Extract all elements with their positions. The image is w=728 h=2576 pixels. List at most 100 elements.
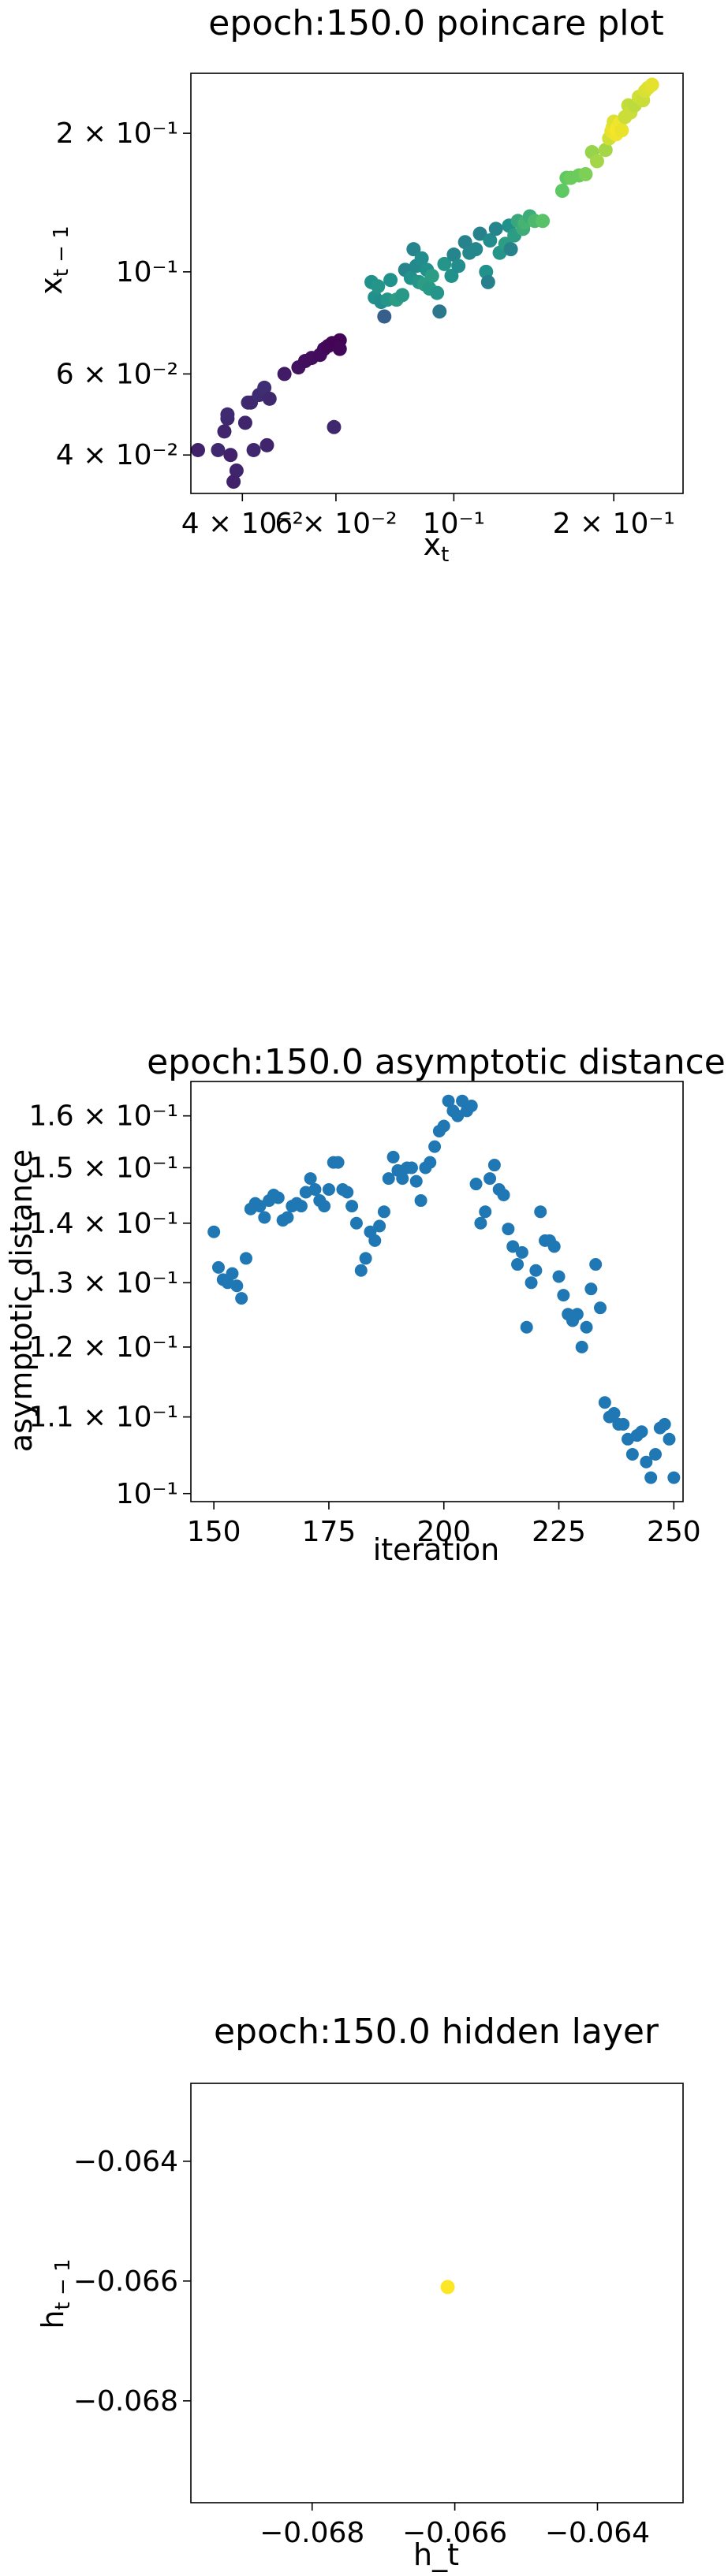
asymptotic-distance-point <box>520 1320 533 1334</box>
asymptotic-distance-point <box>497 1188 510 1201</box>
asymptotic-distance-point <box>584 1282 598 1296</box>
asymptotic-distance-point <box>341 1186 354 1199</box>
asymptotic-distance-point <box>368 1234 382 1247</box>
poincare-xtick-label: 10⁻¹ <box>423 508 485 540</box>
asymptotic-distance-point <box>373 1219 386 1233</box>
asymptotic-distance-point <box>451 1109 465 1122</box>
asymptotic-distance-point <box>552 1270 566 1283</box>
asymptotic-distance-ticks: 150 175 200 225 250 10⁻¹ 1.1 × 10⁻¹ 1.2 × 10⁻¹ 1… <box>28 1100 700 1548</box>
asymptotic-distance-ylabel: asymptotic distance <box>4 1149 39 1452</box>
hidden-layer-ticks: −0.068 −0.066 −0.064 −0.064 −0.066 −0.068 <box>73 2146 650 2549</box>
asymptotic-distance-point <box>253 1200 267 1213</box>
asymptotic-distance-point <box>331 1156 345 1169</box>
poincare-point <box>414 251 429 266</box>
asymptotic-distance-point <box>349 1216 363 1230</box>
asymptotic-distance-point <box>239 1252 252 1265</box>
asymptotic-distance-ytick-label: 10⁻¹ <box>116 1478 178 1510</box>
asymptotic-distance-xtick-label: 250 <box>647 1516 701 1548</box>
asymptotic-distance-point <box>575 1340 588 1353</box>
asymptotic-distance-xlabel: iteration <box>373 1532 500 1567</box>
poincare-point <box>457 235 472 250</box>
asymptotic-distance-xtick-label: 225 <box>532 1516 586 1548</box>
asymptotic-distance-point <box>359 1252 372 1265</box>
poincare-point <box>503 242 518 257</box>
poincare-point <box>262 391 277 406</box>
asymptotic-distance-point <box>635 1425 648 1439</box>
asymptotic-distance-xtick-label: 175 <box>302 1516 357 1548</box>
poincare-point <box>191 442 206 457</box>
poincare-point <box>257 380 272 395</box>
hidden-layer-chart: epoch:150.0 hidden layer h_t ht − 1 −0.0… <box>35 2012 684 2572</box>
hidden-layer-frame <box>190 2083 684 2503</box>
poincare-plot-frame <box>190 73 684 494</box>
asymptotic-distance-point <box>534 1205 547 1219</box>
asymptotic-distance-point <box>442 1094 455 1107</box>
asymptotic-distance-xtick-label: 150 <box>187 1516 241 1548</box>
poincare-plot-chart: epoch:150.0 poincare plot xt xt − 1 4 × … <box>34 3 684 567</box>
asymptotic-distance-point <box>226 1267 239 1280</box>
asymptotic-distance-point <box>529 1264 543 1277</box>
asymptotic-distance-point <box>235 1292 248 1305</box>
poincare-point <box>432 304 447 319</box>
asymptotic-distance-point <box>557 1289 570 1302</box>
asymptotic-distance-point <box>511 1258 525 1271</box>
asymptotic-distance-point <box>281 1211 294 1224</box>
poincare-point <box>644 77 659 92</box>
asymptotic-distance-point <box>547 1240 561 1253</box>
hidden-layer-ytick-label: −0.066 <box>73 2265 178 2298</box>
asymptotic-distance-point <box>258 1211 271 1224</box>
asymptotic-distance-point <box>396 1172 409 1186</box>
asymptotic-distance-point <box>580 1320 593 1334</box>
poincare-point <box>327 419 342 434</box>
poincare-ytick-label: 6 × 10⁻² <box>56 358 178 390</box>
asymptotic-distance-frame <box>190 1081 684 1502</box>
poincare-ytick-label: 4 × 10⁻² <box>56 439 178 471</box>
asymptotic-distance-point <box>322 1182 335 1196</box>
hidden-layer-xtick-label: −0.068 <box>259 2517 364 2549</box>
asymptotic-distance-point <box>308 1182 322 1196</box>
asymptotic-distance-point <box>354 1264 368 1277</box>
asymptotic-distance-title: epoch:150.0 asymptotic distance <box>147 1042 726 1082</box>
poincare-point <box>430 285 445 300</box>
asymptotic-distance-point <box>617 1417 630 1431</box>
asymptotic-distance-point <box>594 1301 607 1315</box>
poincare-point <box>578 166 593 181</box>
asymptotic-distance-point <box>414 1194 427 1208</box>
asymptotic-distance-point <box>386 1150 400 1163</box>
asymptotic-distance-point <box>483 1172 497 1186</box>
asymptotic-distance-point <box>525 1276 538 1290</box>
poincare-point <box>598 143 613 158</box>
poincare-plot-ylabel: xt − 1 <box>34 225 73 295</box>
asymptotic-distance-point <box>271 1191 285 1204</box>
asymptotic-distance-ytick-label: 1.2 × 10⁻¹ <box>28 1331 178 1364</box>
asymptotic-distance-ytick-label: 1.6 × 10⁻¹ <box>28 1100 178 1133</box>
poincare-point <box>536 214 551 229</box>
poincare-point <box>259 437 274 452</box>
poincare-point <box>472 226 487 241</box>
asymptotic-distance-point <box>304 1172 317 1186</box>
poincare-point <box>589 154 604 169</box>
asymptotic-distance-point <box>663 1432 676 1446</box>
hidden-layer-xlabel: h_t <box>413 2537 459 2572</box>
asymptotic-distance-point <box>294 1200 308 1213</box>
poincare-point <box>223 448 238 463</box>
asymptotic-distance-point <box>649 1448 663 1461</box>
poincare-point <box>229 463 244 478</box>
poincare-point <box>237 415 252 430</box>
hidden-layer-ytick-label: −0.064 <box>73 2146 178 2178</box>
poincare-point <box>217 424 232 439</box>
asymptotic-distance-ytick-label: 1.5 × 10⁻¹ <box>28 1152 178 1184</box>
asymptotic-distance-point <box>640 1455 653 1469</box>
asymptotic-distance-chart: epoch:150.0 asymptotic distance iteratio… <box>4 1042 726 1567</box>
asymptotic-distance-point <box>409 1174 423 1188</box>
asymptotic-distance-point <box>589 1258 603 1271</box>
poincare-point <box>488 221 503 236</box>
poincare-point <box>469 242 483 257</box>
hidden-layer-point <box>440 2280 455 2295</box>
poincare-point <box>211 442 226 457</box>
asymptotic-distance-ytick-label: 1.1 × 10⁻¹ <box>28 1402 178 1434</box>
asymptotic-distance-point <box>502 1223 515 1236</box>
poincare-point <box>383 273 398 288</box>
asymptotic-distance-point <box>405 1161 418 1174</box>
hidden-layer-xtick-label: −0.064 <box>545 2517 650 2549</box>
